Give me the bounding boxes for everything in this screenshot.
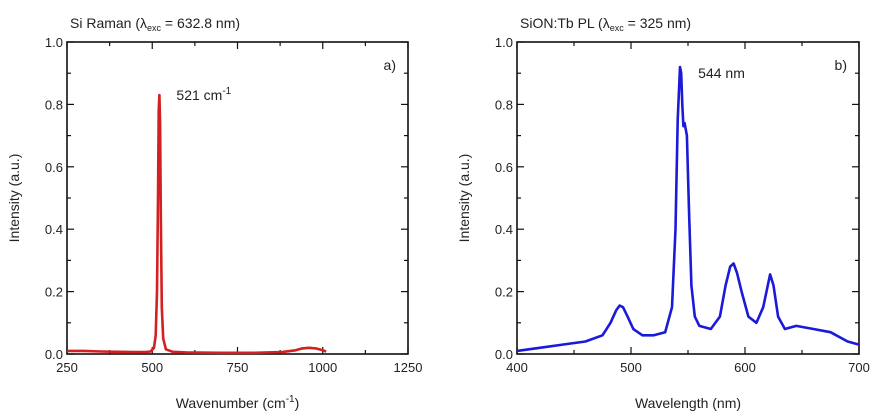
x-tick-label: 750 [227, 360, 249, 375]
y-tick-label: 0.8 [45, 97, 63, 112]
y-tick-label: 0.0 [45, 347, 63, 362]
x-tick-label: 1000 [308, 360, 337, 375]
chart-panel-b: 400 500 600 700 0.0 0.2 0.4 0.6 0.8 1.0 SiON:Tb PL… [456, 15, 870, 411]
x-axis-title-end: ) [295, 395, 300, 411]
chart-title-main: SiON:Tb PL (λ [520, 15, 610, 31]
y-tick-label: 0.2 [45, 285, 63, 300]
chart-title: SiON:Tb PL (λexc = 325 nm) [520, 15, 691, 33]
y-axis-title: Intensity (a.u.) [6, 154, 22, 243]
chart-title-subscript: exc [147, 23, 162, 33]
chart-title: Si Raman (λexc = 632.8 nm) [70, 15, 240, 33]
spectrum-line [67, 93, 327, 355]
panel-label: a) [384, 57, 396, 73]
y-tick-label: 0.4 [45, 222, 63, 237]
peak-annotation: 521 cm-1 [176, 86, 231, 103]
panel-label: b) [835, 57, 847, 73]
y-axis-title: Intensity (a.u.) [456, 154, 472, 243]
y-tick-label: 0.8 [495, 97, 513, 112]
x-tick-label: 250 [56, 360, 78, 375]
y-tick-label: 1.0 [495, 35, 513, 50]
x-axis-title-superscript: -1 [286, 394, 295, 405]
y-tick-label: 0.6 [45, 160, 63, 175]
y-tick-label: 0.0 [495, 347, 513, 362]
y-tick-label: 0.6 [495, 160, 513, 175]
x-axis-title: Wavenumber (cm-1) [176, 394, 300, 411]
chart-title-subscript: exc [610, 23, 625, 33]
spectrum-line [516, 65, 860, 353]
y-tick-label: 0.2 [495, 285, 513, 300]
y-tick-label: 0.4 [495, 222, 513, 237]
peak-annotation-main: 544 nm [698, 65, 745, 81]
chart-title-end: = 632.8 nm) [161, 15, 240, 31]
x-axis-title: Wavelength (nm) [635, 395, 741, 411]
y-tick-label: 1.0 [45, 35, 63, 50]
x-tick-label: 1250 [394, 360, 423, 375]
peak-annotation-main: 521 cm [176, 87, 222, 103]
peak-annotation: 544 nm [698, 65, 745, 81]
chart-title-main: Si Raman (λ [70, 15, 147, 31]
plot-frame [66, 41, 409, 355]
peak-annotation-superscript: -1 [222, 86, 231, 97]
chart-title-end: = 325 nm) [624, 15, 691, 31]
x-axis-title-main: Wavenumber (cm [176, 395, 286, 411]
chart-panel-a: 250 500 750 1000 1250 0.0 0.2 0.4 0.6 0.8 1.0 Si Ra… [6, 15, 422, 411]
x-tick-label: 500 [141, 360, 163, 375]
x-axis-title-main: Wavelength (nm) [635, 395, 741, 411]
x-tick-label: 600 [734, 360, 756, 375]
x-tick-label: 400 [506, 360, 528, 375]
x-tick-label: 500 [620, 360, 642, 375]
x-tick-label: 700 [848, 360, 870, 375]
